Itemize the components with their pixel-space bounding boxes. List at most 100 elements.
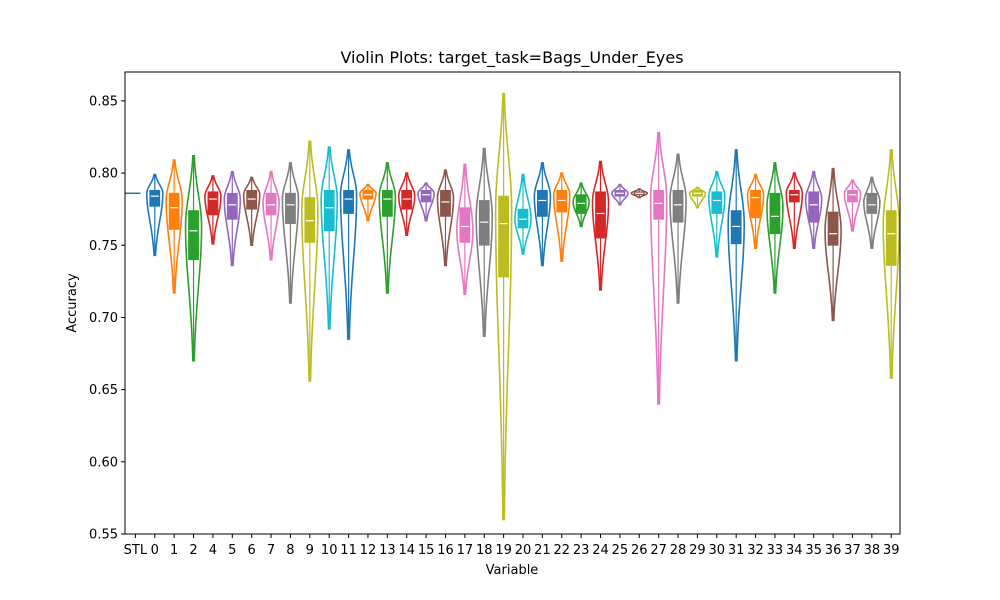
x-tick-label: 27	[650, 543, 667, 558]
violin-21	[533, 162, 552, 267]
violin-27	[649, 131, 668, 405]
violin-iqr-box	[808, 191, 820, 223]
violin-iqr-box	[401, 189, 413, 210]
x-tick-label: 33	[767, 543, 784, 558]
violin-body	[533, 162, 552, 267]
violin-34	[785, 172, 804, 249]
violin-body	[320, 146, 339, 330]
x-tick-label: 23	[573, 543, 590, 558]
violin-body	[514, 173, 532, 255]
y-tick-label: 0.80	[89, 167, 118, 182]
x-tick-label: 10	[321, 543, 338, 558]
violin-body	[397, 172, 416, 236]
x-tick-label: 22	[553, 543, 570, 558]
y-axis-label: Accuracy	[65, 273, 80, 333]
violin-iqr-box	[498, 195, 510, 278]
violin-body	[436, 169, 455, 267]
violin-body	[184, 154, 203, 362]
violin-body	[746, 173, 765, 249]
x-tick-label: 14	[398, 543, 415, 558]
violin-35	[804, 170, 823, 249]
x-tick-label: STL	[124, 543, 148, 558]
x-tick-label: 29	[689, 543, 706, 558]
violin-18	[475, 147, 494, 338]
violin-body	[204, 175, 222, 245]
x-tick-label: 34	[786, 543, 803, 558]
plot-frame	[124, 71, 901, 535]
x-tick-label: 5	[228, 543, 236, 558]
y-tick-label: 0.55	[89, 528, 118, 543]
violin-body	[475, 147, 494, 338]
violin-body	[339, 149, 358, 340]
x-tick-label: 18	[476, 543, 493, 558]
x-tick-label: 26	[631, 543, 648, 558]
violin-1	[165, 159, 183, 294]
x-tick-label: 36	[825, 543, 842, 558]
violin-body	[882, 149, 901, 379]
violin-iqr-box	[381, 189, 393, 217]
violin-iqr-box	[478, 200, 490, 246]
violin-23	[572, 182, 590, 228]
violin-iqr-box	[556, 189, 568, 213]
violin-iqr-box	[575, 194, 587, 214]
x-tick-label: 4	[209, 543, 217, 558]
violin-iqr-box	[246, 189, 258, 210]
violin-iqr-box	[653, 189, 665, 220]
violin-13	[378, 162, 397, 294]
violin-15	[417, 182, 435, 222]
violin-39	[882, 149, 901, 379]
x-tick-label: 38	[864, 543, 881, 558]
violin-body	[785, 172, 804, 249]
violin-iqr-box	[866, 192, 878, 214]
x-tick-label: 21	[534, 543, 551, 558]
violin-37	[843, 179, 862, 232]
violin-iqr-box	[459, 207, 471, 243]
violin-25	[611, 183, 629, 206]
violin-body	[301, 140, 319, 382]
violin-body	[242, 176, 261, 247]
x-tick-label: 9	[306, 543, 314, 558]
violin-iqr-box	[827, 211, 839, 246]
x-tick-label: 19	[495, 543, 512, 558]
x-tick-label: 6	[248, 543, 256, 558]
x-tick-label: 24	[592, 543, 609, 558]
violin-iqr-box	[517, 208, 529, 229]
violin-31	[727, 149, 745, 362]
violin-iqr-box	[168, 192, 180, 230]
x-tick-label: 7	[267, 543, 275, 558]
x-tick-label: 37	[844, 543, 861, 558]
violin-28	[669, 153, 687, 304]
x-tick-label: 17	[457, 543, 474, 558]
x-axis-label: Variable	[486, 563, 539, 578]
violin-body	[824, 167, 842, 322]
violin-iqr-box	[265, 192, 277, 216]
x-tick-label: 1	[170, 543, 178, 558]
violin-body	[727, 149, 745, 362]
violin-9	[301, 140, 319, 382]
x-tick-label: 30	[709, 543, 726, 558]
x-tick-label: 25	[612, 543, 629, 558]
x-tick-label: 0	[151, 543, 159, 558]
violin-iqr-box	[595, 191, 606, 239]
x-tick-label: 15	[418, 543, 435, 558]
x-tick-label: 16	[437, 543, 454, 558]
violin-body	[145, 173, 164, 257]
violin-iqr-box	[847, 189, 858, 203]
violin-body	[707, 170, 726, 258]
violin-iqr-box	[672, 189, 684, 223]
y-tick-label: 0.85	[89, 94, 118, 109]
violin-body	[766, 162, 784, 294]
violin-body	[611, 183, 629, 206]
violin-2	[184, 154, 203, 362]
x-tick-label: 32	[747, 543, 764, 558]
violin-iqr-box	[769, 192, 781, 235]
violin-iqr-box	[536, 189, 548, 217]
x-tick-label: 35	[805, 543, 822, 558]
violin-body	[669, 153, 687, 304]
violin-body	[378, 162, 397, 294]
violin-22	[552, 172, 571, 262]
violin-7	[262, 170, 280, 261]
violin-36	[824, 167, 842, 322]
